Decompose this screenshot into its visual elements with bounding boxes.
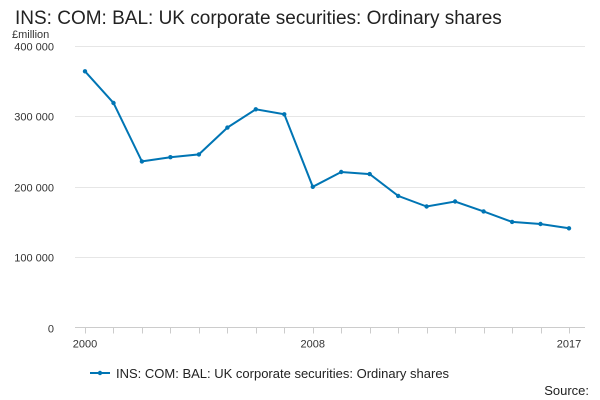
data-point [168, 155, 173, 160]
y-tick-label: 0 [48, 324, 54, 336]
data-point [367, 171, 372, 177]
data-point [139, 159, 145, 164]
y-tick-label: 300 000 [14, 112, 54, 124]
x-tick-labels: 2000 2008 2017 [73, 339, 581, 351]
data-point [111, 100, 116, 106]
data-point [282, 112, 287, 117]
x-tick-label: 2008 [301, 339, 325, 351]
gridlines [75, 46, 585, 258]
series-line [84, 70, 570, 230]
source-label: Source: [544, 383, 589, 398]
data-point [566, 226, 572, 231]
data-point [196, 152, 202, 157]
chart-title: INS: COM: BAL: UK corporate securities: … [15, 8, 502, 29]
data-points [82, 69, 572, 231]
data-point [509, 219, 515, 225]
data-point [82, 69, 88, 74]
data-point [424, 204, 429, 209]
data-point [538, 221, 543, 227]
y-tick-label: 200 000 [14, 183, 54, 195]
data-point [253, 107, 258, 112]
x-tick-label: 2017 [557, 339, 581, 351]
x-tick-marks [85, 327, 570, 334]
legend-marker [97, 370, 103, 376]
x-tick-label: 2000 [73, 339, 97, 351]
data-point [339, 169, 344, 175]
data-point [452, 199, 458, 204]
y-tick-label: 100 000 [14, 253, 54, 265]
legend-label: INS: COM: BAL: UK corporate securities: … [116, 366, 450, 381]
y-tick-labels: 0 100 000 200 000 300 000 400 000 [14, 42, 54, 336]
data-point [481, 209, 486, 214]
y-tick-label: 400 000 [14, 42, 54, 54]
data-point [225, 125, 230, 130]
data-point [310, 184, 315, 189]
legend: INS: COM: BAL: UK corporate securities: … [90, 366, 450, 381]
y-unit-label: £million [12, 29, 49, 41]
data-point [396, 193, 401, 199]
